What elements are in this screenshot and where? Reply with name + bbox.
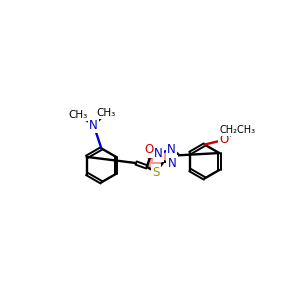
Text: N: N: [168, 157, 177, 169]
Text: N: N: [167, 143, 176, 156]
Text: S: S: [152, 166, 160, 179]
Text: O: O: [145, 143, 154, 157]
Polygon shape: [147, 154, 164, 172]
Text: CH₃: CH₃: [69, 110, 88, 119]
Text: CH₂CH₃: CH₂CH₃: [220, 125, 256, 135]
Polygon shape: [158, 149, 178, 163]
Text: N: N: [154, 147, 163, 160]
Text: CH₃: CH₃: [96, 108, 116, 118]
Text: N: N: [89, 119, 98, 132]
Text: O: O: [219, 134, 228, 146]
